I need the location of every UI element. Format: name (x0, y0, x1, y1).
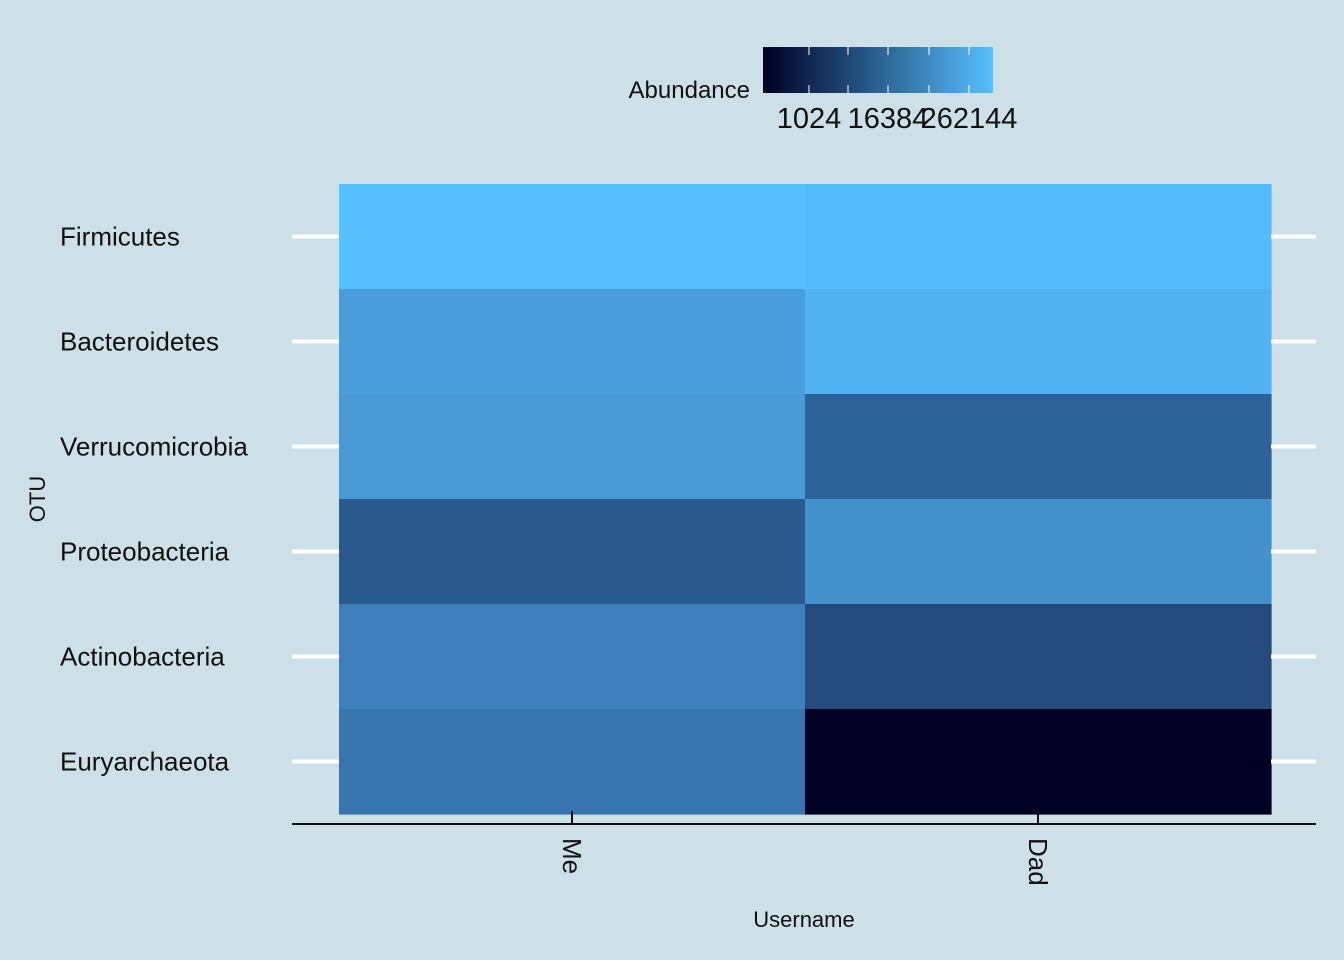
heatmap-cell-dad-euryarchaeota (805, 709, 1272, 815)
heatmap-cell-dad-bacteroidetes (805, 289, 1272, 395)
heatmap-cells (339, 184, 1272, 815)
x-axis: Me Dad (292, 811, 1316, 886)
legend-tick-label: 16384 (848, 103, 929, 135)
y-axis: Firmicutes Bacteroidetes Verrucomicrobia Pr… (60, 222, 1316, 777)
heatmap-cell-me-verrucomicrobia (339, 394, 806, 500)
heatmap-cell-dad-actinobacteria (805, 604, 1272, 710)
x-axis-title: Username (753, 907, 854, 932)
heatmap-cell-dad-proteobacteria (805, 499, 1272, 605)
y-tick-label: Proteobacteria (60, 537, 230, 567)
y-tick-label: Actinobacteria (60, 642, 225, 672)
heatmap-cell-me-euryarchaeota (339, 709, 806, 815)
x-tick-label: Me (557, 838, 587, 874)
heatmap-cell-dad-verrucomicrobia (805, 394, 1272, 500)
heatmap-cell-me-proteobacteria (339, 499, 806, 605)
legend-tick-label: 262144 (921, 103, 1018, 135)
heatmap-cell-me-bacteroidetes (339, 289, 806, 395)
y-tick-label: Firmicutes (60, 222, 180, 252)
y-tick-label: Bacteroidetes (60, 327, 219, 357)
x-tick-label: Dad (1023, 838, 1053, 886)
legend-colorbar (763, 47, 993, 93)
y-axis-title: OTU (25, 476, 50, 522)
legend-title: Abundance (629, 77, 750, 104)
legend-ticks (808, 47, 970, 93)
legend-tick-label: 1024 (777, 103, 842, 135)
heatmap-cell-me-actinobacteria (339, 604, 806, 710)
y-tick-label: Euryarchaeota (60, 747, 230, 777)
heatmap-cell-dad-firmicutes (805, 184, 1272, 290)
heatmap-cell-me-firmicutes (339, 184, 806, 290)
y-tick-label: Verrucomicrobia (60, 432, 248, 462)
